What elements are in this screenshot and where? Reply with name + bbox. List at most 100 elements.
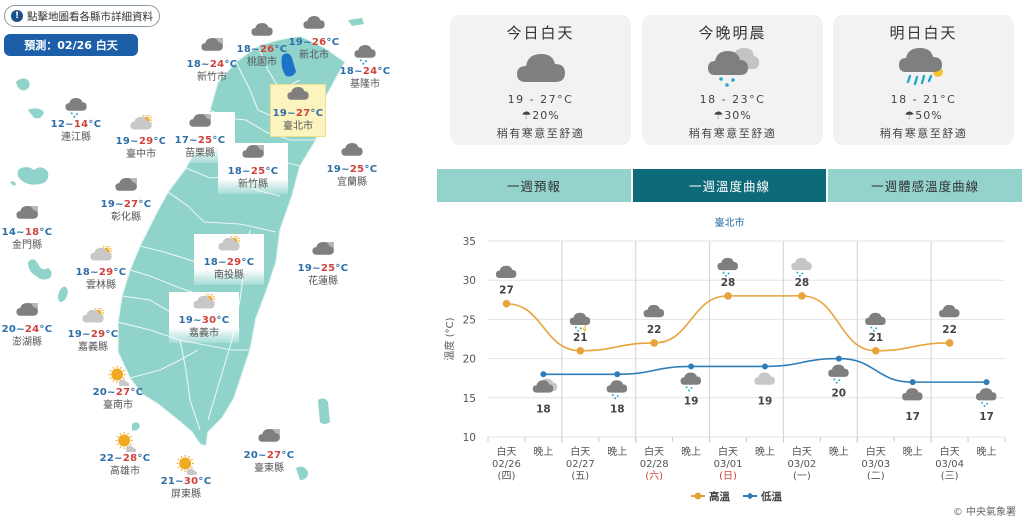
city-marker[interactable]: 18~29°C 南投縣 (194, 234, 264, 285)
data-label: 18 (610, 403, 625, 415)
rain-icon (865, 312, 886, 332)
city-name: 臺北市 (283, 121, 313, 132)
city-marker[interactable]: 20~27°C 臺南市 (83, 365, 153, 412)
data-point-high (576, 346, 585, 355)
cloudy-gray-icon (218, 144, 288, 165)
cloudy-icon (902, 388, 923, 401)
cloudy-gray-icon (234, 428, 304, 449)
x-tick-period: 白天 (792, 445, 812, 458)
y-tick: 15 (463, 393, 476, 405)
y-axis-label: 溫度 (°C) (443, 317, 456, 360)
card-rain-chance: ☂20% (521, 109, 560, 122)
island-matsu (16, 78, 44, 119)
rain-icon (975, 388, 997, 408)
island-kinmen (28, 259, 52, 280)
data-point-high (871, 346, 880, 355)
reservoir (281, 53, 296, 77)
city-name: 澎湖縣 (12, 337, 42, 348)
city-marker[interactable]: 20~27°C 臺東縣 (234, 428, 304, 475)
city-name: 臺東縣 (254, 463, 284, 474)
cloudy-icon (643, 304, 665, 318)
cloudy-gray-icon (0, 302, 62, 323)
data-label: 19 (758, 395, 773, 407)
city-temp-range: 12~14°C (50, 119, 102, 130)
city-marker[interactable]: 19~29°C 嘉義縣 (58, 307, 128, 354)
city-temp-range: 17~25°C (174, 135, 226, 146)
x-tick-date: 02/26 (492, 459, 521, 470)
card-title: 今日白天 (506, 24, 575, 42)
city-marker[interactable]: 14~18°C 金門縣 (0, 205, 62, 252)
partly-sunny-icon (194, 235, 264, 256)
city-temp-range: 18~29°C (75, 267, 127, 278)
city-marker[interactable]: 19~26°C 新北市 (279, 15, 349, 62)
x-tick-period: 晚上 (681, 446, 701, 458)
city-temp-range: 21~30°C (160, 476, 212, 487)
x-tick-weekday: (五) (571, 471, 589, 482)
y-tick: 10 (463, 432, 476, 444)
x-tick-period: 白天 (570, 445, 590, 458)
tab-weekly-temp-curve[interactable]: 一週溫度曲線 (632, 169, 827, 202)
tab-weekly-forecast[interactable]: 一週預報 (437, 169, 631, 202)
x-tick-date: 03/03 (861, 459, 890, 470)
data-point-low (761, 363, 768, 370)
map-hint-button[interactable]: ! 點擊地圖看各縣市詳細資料 (4, 5, 160, 27)
city-name: 新竹市 (197, 72, 227, 83)
sunny-icon (90, 431, 160, 452)
island-penghu (58, 286, 68, 302)
city-marker[interactable]: 19~30°C 嘉義市 (169, 292, 239, 343)
data-label: 21 (868, 332, 883, 344)
city-marker[interactable]: 18~24°C 新竹市 (177, 37, 247, 84)
rain-icon (717, 257, 738, 277)
rain-icon (606, 380, 628, 400)
x-tick-period: 白天 (866, 445, 886, 458)
city-marker[interactable]: 12~14°C 連江縣 (41, 97, 111, 144)
city-marker[interactable]: 19~25°C 花蓮縣 (288, 241, 358, 288)
tab-weekly-apparent-temp-curve[interactable]: 一週體感溫度曲線 (828, 169, 1023, 202)
city-name: 新北市 (299, 50, 329, 61)
city-name: 臺中市 (126, 149, 156, 160)
city-temp-range: 19~29°C (115, 136, 167, 147)
data-label: 22 (647, 324, 662, 336)
city-marker[interactable]: 20~24°C 澎湖縣 (0, 302, 62, 349)
city-marker[interactable]: 19~29°C 臺中市 (106, 114, 176, 161)
city-temp-range: 18~29°C (203, 257, 255, 268)
city-name: 臺南市 (103, 400, 133, 411)
data-label: 17 (979, 411, 994, 423)
city-temp-range: 19~25°C (297, 263, 349, 274)
city-marker[interactable]: 18~24°C 基隆市 (330, 44, 400, 91)
cloudy-icon (317, 142, 387, 163)
data-label: 27 (499, 285, 514, 297)
x-tick-period: 晚上 (607, 446, 627, 458)
city-name: 新竹縣 (238, 179, 268, 190)
card-title: 明日白天 (889, 24, 958, 42)
city-marker[interactable]: 19~25°C 宜蘭縣 (317, 142, 387, 189)
city-temp-range: 19~25°C (326, 164, 378, 175)
night-cloudy-icon (754, 372, 775, 385)
city-name: 基隆市 (350, 79, 380, 90)
city-marker[interactable]: 18~26°C 桃園市 (227, 22, 297, 69)
city-marker[interactable]: 19~27°C 臺北市 (270, 84, 326, 137)
city-marker[interactable]: 18~25°C 新竹縣 (218, 143, 288, 194)
city-marker[interactable]: 18~29°C 雲林縣 (66, 245, 136, 292)
city-marker[interactable]: 21~30°C 屏東縣 (151, 454, 221, 501)
city-marker[interactable]: 19~27°C 彰化縣 (91, 177, 161, 224)
cloudy-icon (227, 22, 297, 43)
city-temp-range: 19~30°C (178, 315, 230, 326)
city-name: 高雄市 (110, 466, 140, 477)
card-temp: 19 - 27°C (507, 93, 574, 106)
rain-icon (41, 97, 111, 118)
city-name: 連江縣 (61, 132, 91, 143)
city-temp-range: 19~27°C (100, 199, 152, 210)
city-temp-range: 14~18°C (1, 227, 53, 238)
city-temp-range: 19~29°C (67, 329, 119, 340)
x-tick-weekday: (三) (941, 471, 959, 482)
data-point-low (909, 379, 916, 386)
city-marker[interactable]: 22~28°C 高雄市 (90, 431, 160, 478)
partly-sunny-icon (66, 245, 136, 266)
forecast-tabs: 一週預報 一週溫度曲線 一週體感溫度曲線 (437, 169, 1023, 202)
y-tick: 30 (463, 275, 476, 287)
data-point-low (688, 363, 695, 370)
partly-sunny-icon (169, 293, 239, 314)
x-tick-weekday: (四) (498, 471, 516, 482)
